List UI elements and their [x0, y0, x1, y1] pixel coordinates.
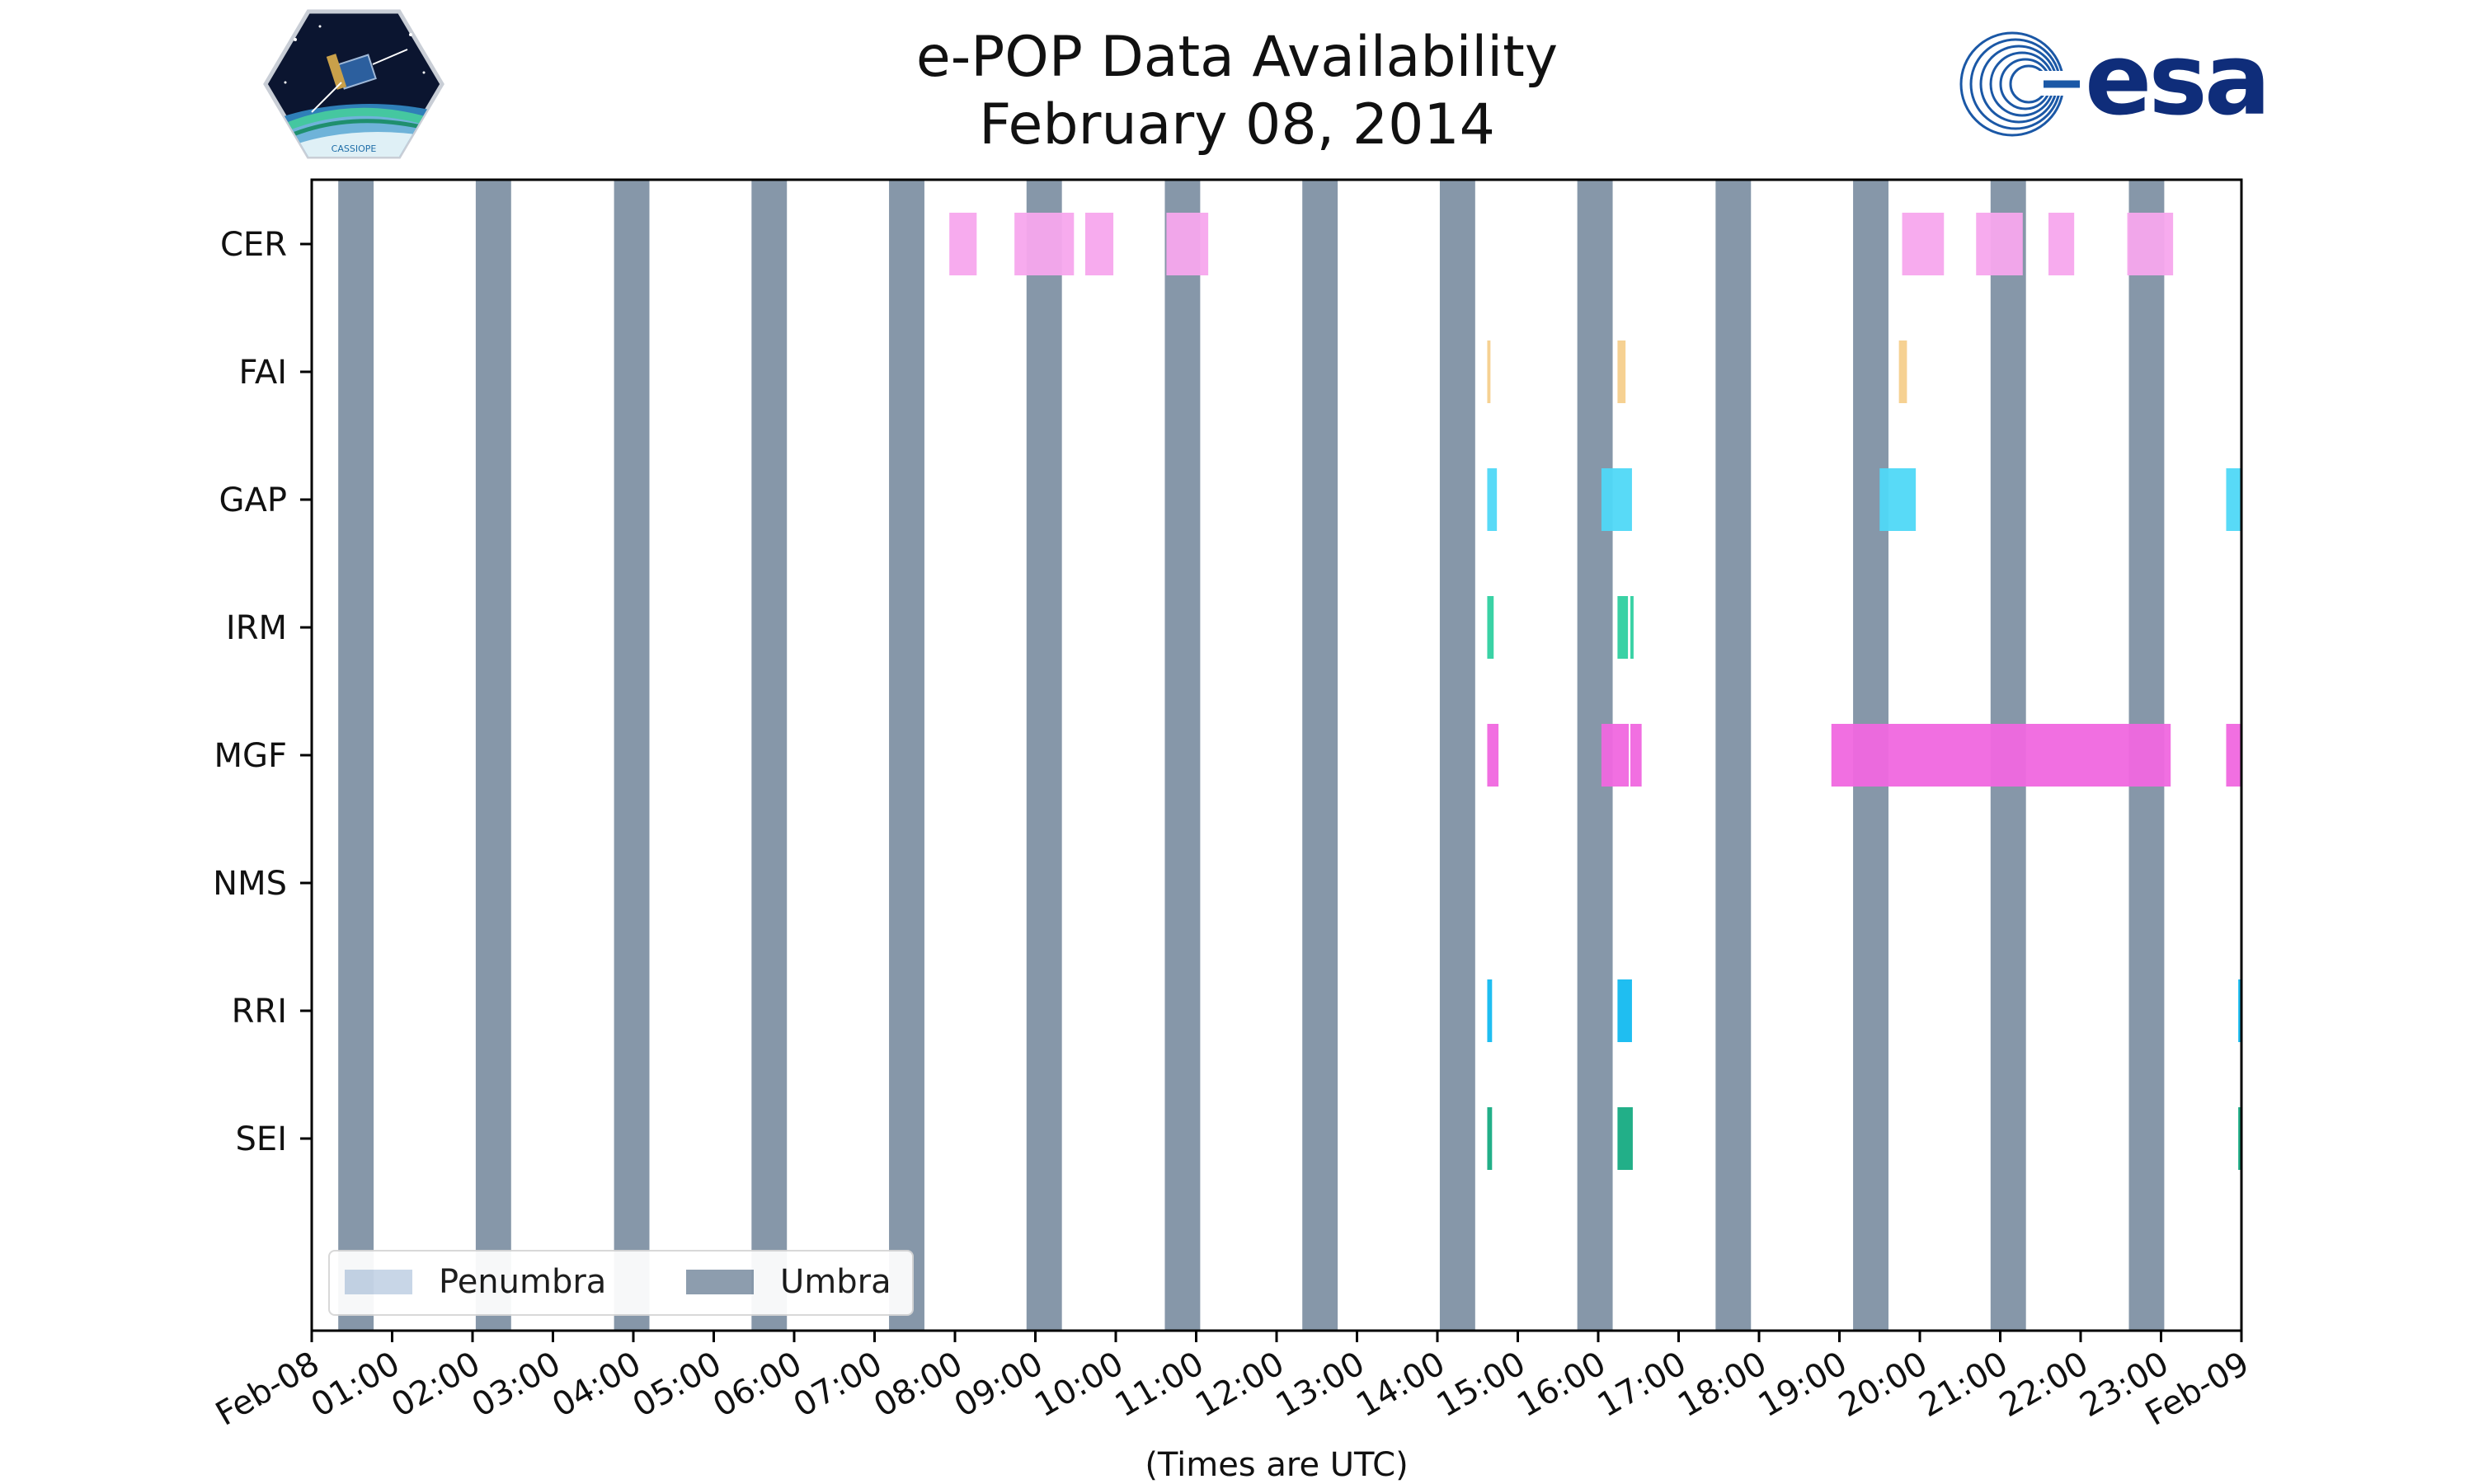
umbra-band-10	[1715, 180, 1752, 1331]
y-tick-label-mgf: MGF	[214, 737, 287, 775]
x-tick-label-11: 11:00	[1109, 1345, 1211, 1425]
x-tick-label-2: 02:00	[385, 1345, 487, 1425]
bar-cer-2	[1084, 213, 1114, 275]
umbra-band-1	[475, 180, 511, 1331]
bar-sei-0	[1487, 1107, 1493, 1170]
x-tick-label-17: 17:00	[1592, 1345, 1693, 1425]
bar-rri-1	[1617, 979, 1632, 1042]
bar-gap-2	[1879, 468, 1917, 531]
bar-rri-2	[2238, 979, 2241, 1042]
x-tick-label-15: 15:00	[1431, 1345, 1532, 1425]
bar-irm-0	[1487, 596, 1494, 659]
x-axis-label: (Times are UTC)	[1145, 1446, 1408, 1484]
x-tick-label-21: 21:00	[1913, 1345, 2015, 1425]
bar-mgf-4	[2226, 724, 2241, 787]
y-tick-label-rri: RRI	[232, 993, 287, 1031]
x-tick-label-3: 03:00	[466, 1345, 567, 1425]
satellite-icon	[311, 49, 408, 113]
x-tick-label-7: 07:00	[788, 1345, 889, 1425]
x-tick-label-12: 12:00	[1189, 1345, 1291, 1425]
bar-fai-2	[1898, 340, 1907, 403]
bar-sei-1	[1617, 1107, 1633, 1170]
x-tick-label-13: 13:00	[1270, 1345, 1371, 1425]
x-tick-label-14: 14:00	[1350, 1345, 1451, 1425]
y-tick-label-gap: GAP	[219, 481, 287, 519]
chart-subtitle: February 08, 2014	[979, 92, 1495, 157]
x-tick-label-10: 10:00	[1028, 1345, 1130, 1425]
chart-legend: Penumbra Umbra	[328, 1250, 914, 1316]
bar-sei-2	[2238, 1107, 2241, 1170]
x-tick-label-19: 19:00	[1752, 1345, 1854, 1425]
bar-cer-6	[2048, 213, 2075, 275]
umbra-band-5	[1026, 180, 1062, 1331]
umbra-band-0	[338, 180, 374, 1331]
esa-logo-text: esa	[2085, 23, 2268, 137]
cassiope-logo: CASSIOPE	[263, 9, 444, 159]
x-tick-label-1: 01:00	[305, 1345, 407, 1425]
x-tick-label-4: 04:00	[546, 1345, 647, 1425]
bar-cer-7	[2127, 213, 2174, 275]
x-tick-label-5: 05:00	[627, 1345, 728, 1425]
y-tick-label-cer: CER	[220, 226, 287, 264]
bar-mgf-0	[1487, 724, 1499, 787]
legend-label-umbra: Umbra	[780, 1263, 891, 1301]
y-tick-label-fai: FAI	[239, 354, 288, 392]
x-tick-label-22: 22:00	[1993, 1345, 2095, 1425]
umbra-band-4	[889, 180, 924, 1331]
bar-gap-3	[2226, 468, 2241, 531]
umbra-band-3	[751, 180, 788, 1331]
bar-irm-2	[1630, 596, 1634, 659]
umbra-band-2	[614, 180, 650, 1331]
bar-mgf-2	[1630, 724, 1642, 787]
bar-mgf-3	[1831, 724, 2171, 787]
x-tick-label-18: 18:00	[1672, 1345, 1773, 1425]
x-tick-label-0: Feb-08	[209, 1345, 326, 1434]
y-tick-label-irm: IRM	[226, 609, 287, 647]
legend-swatch-penumbra	[345, 1270, 412, 1294]
x-tick-label-8: 08:00	[868, 1345, 969, 1425]
bar-fai-0	[1487, 340, 1491, 403]
bar-irm-1	[1617, 596, 1629, 659]
x-tick-label-16: 16:00	[1511, 1345, 1612, 1425]
legend-swatch-umbra	[686, 1270, 754, 1294]
cassiope-logo-text: CASSIOPE	[332, 143, 377, 154]
bar-mgf-1	[1601, 724, 1630, 787]
umbra-band-6	[1164, 180, 1201, 1331]
x-tick-label-6: 06:00	[707, 1345, 808, 1425]
chart-title: e-POP Data Availability	[915, 25, 1559, 90]
bar-gap-1	[1601, 468, 1632, 531]
bar-rri-0	[1487, 979, 1493, 1042]
bar-cer-4	[1902, 213, 1945, 275]
esa-logo: esa	[1959, 23, 2271, 137]
y-tick-label-sei: SEI	[236, 1120, 287, 1158]
bar-cer-0	[949, 213, 977, 275]
bar-cer-5	[1976, 213, 2023, 275]
umbra-band-7	[1302, 180, 1338, 1331]
bar-gap-0	[1487, 468, 1498, 531]
legend-label-penumbra: Penumbra	[439, 1263, 607, 1301]
bar-fai-1	[1617, 340, 1626, 403]
bar-cer-3	[1166, 213, 1209, 275]
x-tick-label-9: 09:00	[948, 1345, 1050, 1425]
bar-cer-1	[1014, 213, 1075, 275]
y-tick-label-nms: NMS	[213, 865, 287, 903]
umbra-band-8	[1439, 180, 1475, 1331]
x-tick-label-20: 20:00	[1832, 1345, 1934, 1425]
